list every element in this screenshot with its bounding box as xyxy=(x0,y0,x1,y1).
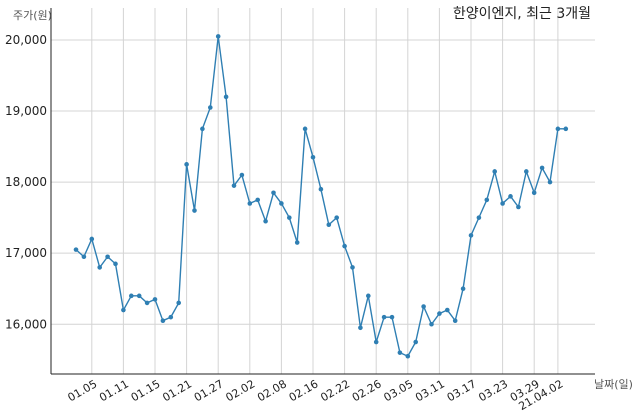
x-tick-label: 02.16 xyxy=(287,377,321,404)
data-point xyxy=(208,105,213,110)
data-point xyxy=(421,304,426,309)
data-point xyxy=(247,201,253,206)
data-point xyxy=(215,34,221,39)
x-tick-label: 03.23 xyxy=(476,377,510,404)
x-tick-labels: 01.0501.1101.1501.2101.2702.0202.0802.16… xyxy=(66,377,566,413)
data-point xyxy=(373,339,379,345)
data-point xyxy=(168,314,174,320)
data-point xyxy=(113,261,118,267)
y-tick-label: 19,000 xyxy=(5,104,47,118)
data-point xyxy=(445,307,450,313)
x-tick-label: 02.02 xyxy=(224,377,258,404)
data-point xyxy=(192,208,197,213)
x-tick-label: 03.05 xyxy=(382,377,416,404)
data-point xyxy=(129,293,134,299)
data-point xyxy=(452,318,458,324)
data-point xyxy=(73,247,79,252)
data-point xyxy=(231,183,237,188)
data-point xyxy=(350,265,355,270)
chart-title: 한양이엔지, 최근 3개월 xyxy=(453,6,591,22)
data-point xyxy=(366,293,371,299)
data-point xyxy=(121,307,126,313)
data-point xyxy=(531,190,537,196)
data-point xyxy=(389,314,395,320)
y-tick-label: 18,000 xyxy=(5,175,47,189)
axes xyxy=(50,8,595,375)
data-point xyxy=(318,186,324,192)
y-tick-label: 20,000 xyxy=(5,33,47,47)
data-point xyxy=(413,339,419,345)
price-series-line xyxy=(75,36,566,358)
y-tick-label: 16,000 xyxy=(5,317,47,331)
x-axis-label: 날짜(일) xyxy=(594,377,633,391)
data-point xyxy=(105,254,110,260)
grid-lines xyxy=(51,8,595,374)
data-point xyxy=(342,243,347,249)
data-point xyxy=(200,126,205,132)
data-point xyxy=(516,204,521,210)
data-point xyxy=(310,154,316,160)
data-point xyxy=(547,179,553,185)
data-point xyxy=(334,215,340,220)
y-tick-labels: 16,000 17,000 18,000 19,000 20,000 xyxy=(5,33,47,331)
data-point xyxy=(484,197,490,203)
data-point xyxy=(279,201,284,206)
x-tick-label: 01.27 xyxy=(192,377,226,404)
data-point xyxy=(160,318,166,324)
x-tick-label: 02.26 xyxy=(350,377,384,404)
data-point xyxy=(437,311,442,316)
data-point xyxy=(524,169,529,174)
data-point xyxy=(358,325,363,331)
price-points xyxy=(73,34,569,359)
data-point xyxy=(152,297,158,302)
data-point xyxy=(539,165,545,171)
data-point xyxy=(381,314,387,320)
y-tick-label: 17,000 xyxy=(5,246,47,260)
data-point xyxy=(326,222,332,228)
data-point xyxy=(302,126,308,132)
data-point xyxy=(429,321,434,327)
data-point xyxy=(176,300,181,306)
x-tick-label: 01.21 xyxy=(160,377,194,404)
data-point xyxy=(89,236,95,242)
data-point xyxy=(563,126,569,132)
data-point xyxy=(81,254,87,260)
data-point xyxy=(500,201,505,206)
data-point xyxy=(184,162,189,167)
data-point xyxy=(476,215,482,220)
x-tick-label: 02.22 xyxy=(318,377,352,404)
data-point xyxy=(492,169,498,174)
x-tick-label: 01.11 xyxy=(97,377,131,404)
data-point xyxy=(223,94,229,100)
data-point xyxy=(508,194,513,199)
data-point xyxy=(97,265,102,270)
data-point xyxy=(405,353,411,359)
data-point xyxy=(460,286,466,292)
x-tick-label: 03.11 xyxy=(413,377,447,404)
x-tick-label: 01.05 xyxy=(66,377,100,404)
data-point xyxy=(136,293,142,299)
y-axis-label: 주가(원) xyxy=(13,9,52,22)
x-tick-label: 01.15 xyxy=(129,377,163,404)
data-point xyxy=(555,126,561,132)
data-point xyxy=(239,172,245,178)
data-point xyxy=(397,350,403,355)
x-tick-label: 02.08 xyxy=(255,377,289,404)
data-point xyxy=(255,197,260,203)
data-point xyxy=(294,240,300,245)
data-point xyxy=(144,300,150,306)
data-point xyxy=(263,218,268,224)
data-point xyxy=(271,190,276,196)
data-point xyxy=(287,215,292,220)
data-point xyxy=(468,233,474,238)
x-tick-label: 03.17 xyxy=(445,377,479,404)
